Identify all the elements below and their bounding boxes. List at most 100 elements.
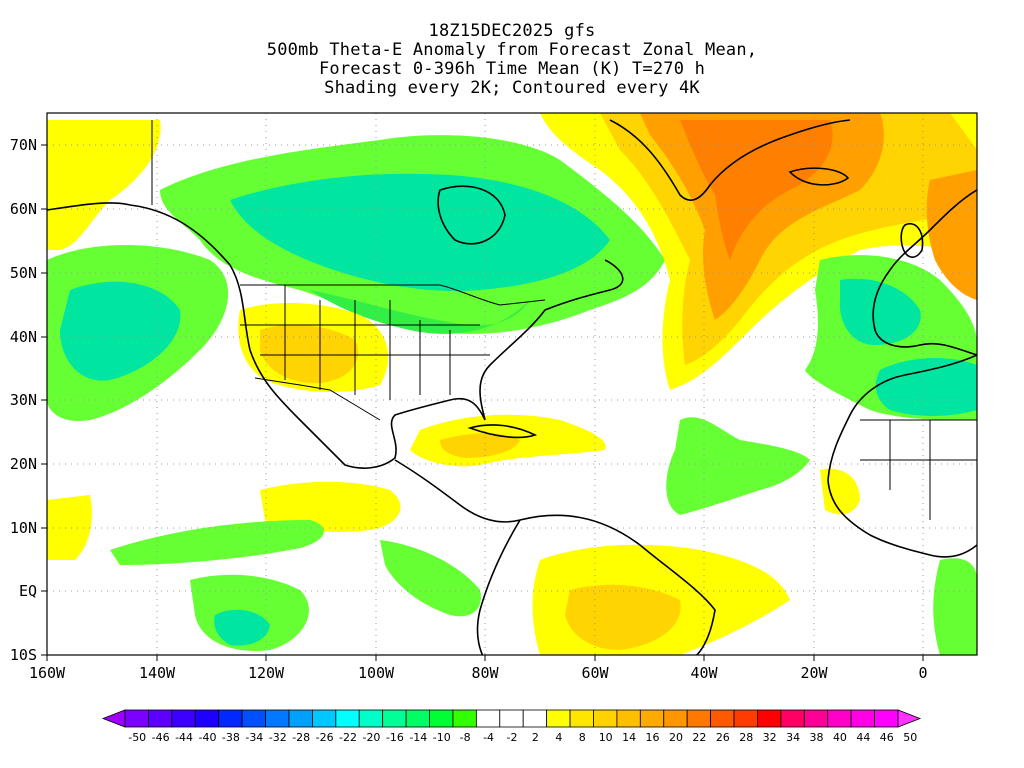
colorbar-label: 22 bbox=[692, 731, 706, 744]
colorbar-label: -22 bbox=[339, 731, 357, 744]
colorbar-arrow-low bbox=[101, 709, 126, 728]
colorbar-swatch bbox=[358, 709, 384, 728]
colorbar-swatch bbox=[850, 709, 875, 728]
colorbar-swatch bbox=[218, 709, 243, 728]
lon-label-100w: 100W bbox=[358, 664, 395, 682]
colorbar-label: -16 bbox=[386, 731, 404, 744]
scandinavia-orange-area bbox=[926, 170, 977, 300]
lat-label-70n: 70N bbox=[10, 136, 37, 154]
pacific-teal-core bbox=[60, 281, 181, 381]
east-atlantic-teal-core bbox=[839, 278, 921, 345]
colorbar-swatch bbox=[265, 709, 290, 728]
us-state-lines bbox=[240, 285, 490, 400]
lon-label-20w: 20W bbox=[800, 664, 828, 682]
colorbar-swatch bbox=[780, 709, 805, 728]
colorbar-label: -44 bbox=[175, 731, 193, 744]
colorbar-label: 10 bbox=[599, 731, 613, 744]
lon-label-0: 0 bbox=[918, 664, 927, 682]
gridlines bbox=[47, 113, 977, 655]
colorbar-swatch bbox=[405, 709, 430, 728]
lat-label-10n: 10N bbox=[10, 519, 37, 537]
us-canada-border bbox=[240, 284, 546, 306]
colorbar-swatch bbox=[593, 709, 618, 728]
colorbar-swatch bbox=[663, 709, 688, 728]
colorbar-label: -46 bbox=[152, 731, 170, 744]
colorbar-swatch bbox=[686, 709, 712, 728]
lon-label-80w: 80W bbox=[471, 664, 499, 682]
colorbar-label: 20 bbox=[669, 731, 683, 744]
gulf-of-guinea-green bbox=[933, 558, 977, 655]
greenland-outline bbox=[609, 119, 851, 201]
north-america-coastline bbox=[47, 202, 624, 469]
colorbar-swatch bbox=[171, 709, 196, 728]
title-line-4: Shading every 2K; Contoured every 4K bbox=[324, 78, 700, 98]
colorbar-swatch bbox=[874, 709, 899, 728]
colorbar-swatch bbox=[475, 709, 501, 728]
colorbar-label: -4 bbox=[483, 731, 494, 744]
colorbar-swatch bbox=[311, 709, 337, 728]
colorbar-swatch bbox=[616, 709, 641, 728]
colorbar-arrow-high bbox=[897, 709, 922, 728]
title-line-1: 18Z15DEC2025 gfs bbox=[428, 21, 596, 41]
colorbar-swatch bbox=[124, 709, 149, 728]
latitude-labels: 70N 60N 50N 40N 30N 20N 10N EQ 10S bbox=[10, 136, 37, 664]
lat-label-20n: 20N bbox=[10, 455, 37, 473]
colorbar-swatch bbox=[194, 709, 220, 728]
canada-teal-core bbox=[230, 173, 610, 291]
hudson-bay-outline bbox=[437, 185, 506, 245]
colorbar-label: 40 bbox=[833, 731, 847, 744]
africa-borders bbox=[860, 419, 977, 520]
colorbar-label: 46 bbox=[880, 731, 894, 744]
west-pacific-yellow-left bbox=[47, 495, 92, 560]
lon-label-160w: 160W bbox=[29, 664, 66, 682]
colorbar-label: -34 bbox=[245, 731, 263, 744]
colorbar-label: 14 bbox=[622, 731, 636, 744]
colorbar-swatch bbox=[733, 709, 758, 728]
lon-label-140w: 140W bbox=[139, 664, 176, 682]
colorbar-label: -14 bbox=[409, 731, 427, 744]
colorbar-label: 32 bbox=[763, 731, 777, 744]
colorbar-label: 4 bbox=[555, 731, 562, 744]
colorbar-swatch bbox=[639, 709, 665, 728]
colorbar-swatch bbox=[710, 709, 735, 728]
west-africa-yellow-area bbox=[820, 468, 860, 515]
colorbar-label: -26 bbox=[316, 731, 334, 744]
title-line-2: 500mb Theta-E Anomaly from Forecast Zona… bbox=[266, 40, 758, 60]
colorbar-swatch bbox=[499, 709, 524, 728]
east-pacific-green-streak bbox=[110, 520, 324, 565]
lat-label-50n: 50N bbox=[10, 264, 37, 282]
colorbar-label: -32 bbox=[269, 731, 287, 744]
colorbar-label: -38 bbox=[222, 731, 240, 744]
colorbar-swatch bbox=[803, 709, 829, 728]
lon-label-120w: 120W bbox=[248, 664, 285, 682]
colorbar-label: 8 bbox=[579, 731, 586, 744]
colorbar-swatch bbox=[335, 709, 360, 728]
coastlines bbox=[47, 119, 977, 655]
longitude-labels: 160W 140W 120W 100W 80W 60W 40W 20W 0 bbox=[29, 664, 928, 682]
africa-coastline bbox=[827, 354, 977, 558]
colorbar-label: -28 bbox=[292, 731, 310, 744]
colorbar-label: -2 bbox=[507, 731, 518, 744]
colorbar-label: -40 bbox=[199, 731, 217, 744]
title-line-3: Forecast 0-396h Time Mean (K) T=270 h bbox=[318, 59, 706, 79]
colorbar-label: -50 bbox=[128, 731, 146, 744]
europe-coastline bbox=[872, 189, 977, 356]
colorbar-swatch bbox=[827, 709, 852, 728]
colorbar-swatch bbox=[429, 709, 454, 728]
alaska-yellow-area bbox=[47, 120, 161, 250]
axis-ticks bbox=[41, 144, 924, 661]
tropical-atlantic-green-streak bbox=[666, 417, 810, 515]
colorbar-label: 44 bbox=[856, 731, 870, 744]
colorbar-swatch bbox=[452, 709, 477, 728]
colorbar-label: -10 bbox=[433, 731, 451, 744]
north-atlantic-dark-orange-core bbox=[680, 120, 833, 260]
colorbar-swatch bbox=[757, 709, 782, 728]
colorbar-swatch bbox=[241, 709, 266, 728]
plot-frame bbox=[46, 112, 978, 656]
lat-label-eq: EQ bbox=[19, 582, 37, 600]
lat-label-60n: 60N bbox=[10, 200, 37, 218]
colorbar-swatch bbox=[546, 709, 571, 728]
colorbar-swatch bbox=[288, 709, 313, 728]
iceland-outline bbox=[788, 167, 850, 186]
